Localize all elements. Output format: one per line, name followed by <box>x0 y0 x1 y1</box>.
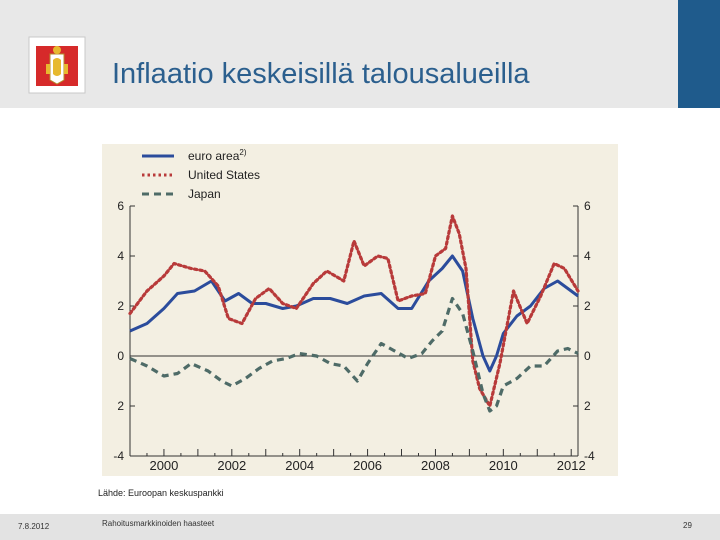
y-tick-label-left: 6 <box>117 199 124 213</box>
y-tick-label-left: 0 <box>117 349 124 363</box>
series-line-japan <box>129 296 579 413</box>
footer-page-number: 29 <box>683 521 692 530</box>
x-tick-label: 2008 <box>421 458 450 473</box>
y-tick-label-right: 4 <box>584 249 591 263</box>
y-tick-label-right: 2 <box>584 399 591 413</box>
y-tick-label-right: 2 <box>584 299 591 313</box>
slide-title: Inflaatio keskeisillä talousalueilla <box>112 58 530 90</box>
y-tick-label-left: 2 <box>117 399 124 413</box>
y-tick-label-right: 0 <box>584 349 591 363</box>
y-tick-label-left: 2 <box>117 299 124 313</box>
header-accent-bar <box>678 0 720 108</box>
legend-label: euro area2) <box>188 148 247 163</box>
y-tick-label-left: -4 <box>113 449 124 463</box>
crest-logo <box>28 36 86 94</box>
footer-bar <box>0 514 720 540</box>
x-tick-label: 2002 <box>217 458 246 473</box>
series-line-united-states <box>128 214 580 408</box>
x-tick-label: 2010 <box>489 458 518 473</box>
legend-label: Japan <box>188 187 221 201</box>
source-note: Lähde: Euroopan keskuspankki <box>98 488 224 498</box>
x-tick-label: 2006 <box>353 458 382 473</box>
y-tick-label-right: -4 <box>584 449 595 463</box>
x-tick-label: 2012 <box>557 458 586 473</box>
chart-panel: euro area2) United States Japan -4 -4 2 2 0 0 2 2… <box>102 144 618 476</box>
y-tick-label-left: 4 <box>117 249 124 263</box>
footer-date: 7.8.2012 <box>18 522 50 531</box>
x-tick-label: 2000 <box>149 458 178 473</box>
y-tick-label-right: 6 <box>584 199 591 213</box>
footer-center-text: Rahoitusmarkkinoiden haasteet <box>102 519 215 528</box>
legend-label: United States <box>188 168 260 182</box>
x-tick-label: 2004 <box>285 458 314 473</box>
legend-superscript: 2) <box>239 148 246 157</box>
header-bar <box>0 0 678 108</box>
